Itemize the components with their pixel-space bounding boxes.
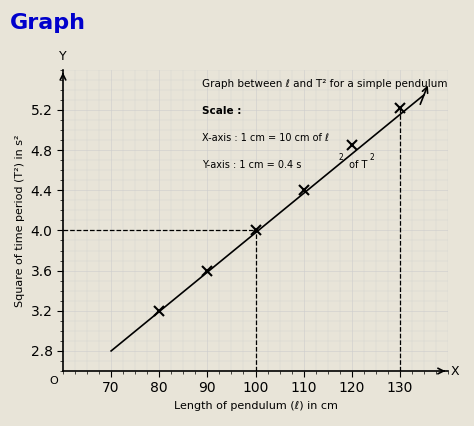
Text: X-axis : 1 cm = 10 cm of ℓ: X-axis : 1 cm = 10 cm of ℓ [201,133,328,143]
Y-axis label: Square of time period (T²) in s²: Square of time period (T²) in s² [15,134,25,307]
Text: 2: 2 [338,153,343,161]
X-axis label: Length of pendulum (ℓ) in cm: Length of pendulum (ℓ) in cm [173,401,337,411]
Text: Scale :: Scale : [201,106,241,116]
Text: Y: Y [59,50,67,63]
Text: Graph: Graph [9,13,85,33]
Text: 2: 2 [369,153,374,161]
Text: O: O [49,376,58,386]
Text: X: X [450,365,459,377]
Text: Graph between ℓ and T² for a simple pendulum: Graph between ℓ and T² for a simple pend… [201,79,447,89]
Text: of T: of T [346,160,367,170]
Text: Y-axis : 1 cm = 0.4 s: Y-axis : 1 cm = 0.4 s [201,160,301,170]
